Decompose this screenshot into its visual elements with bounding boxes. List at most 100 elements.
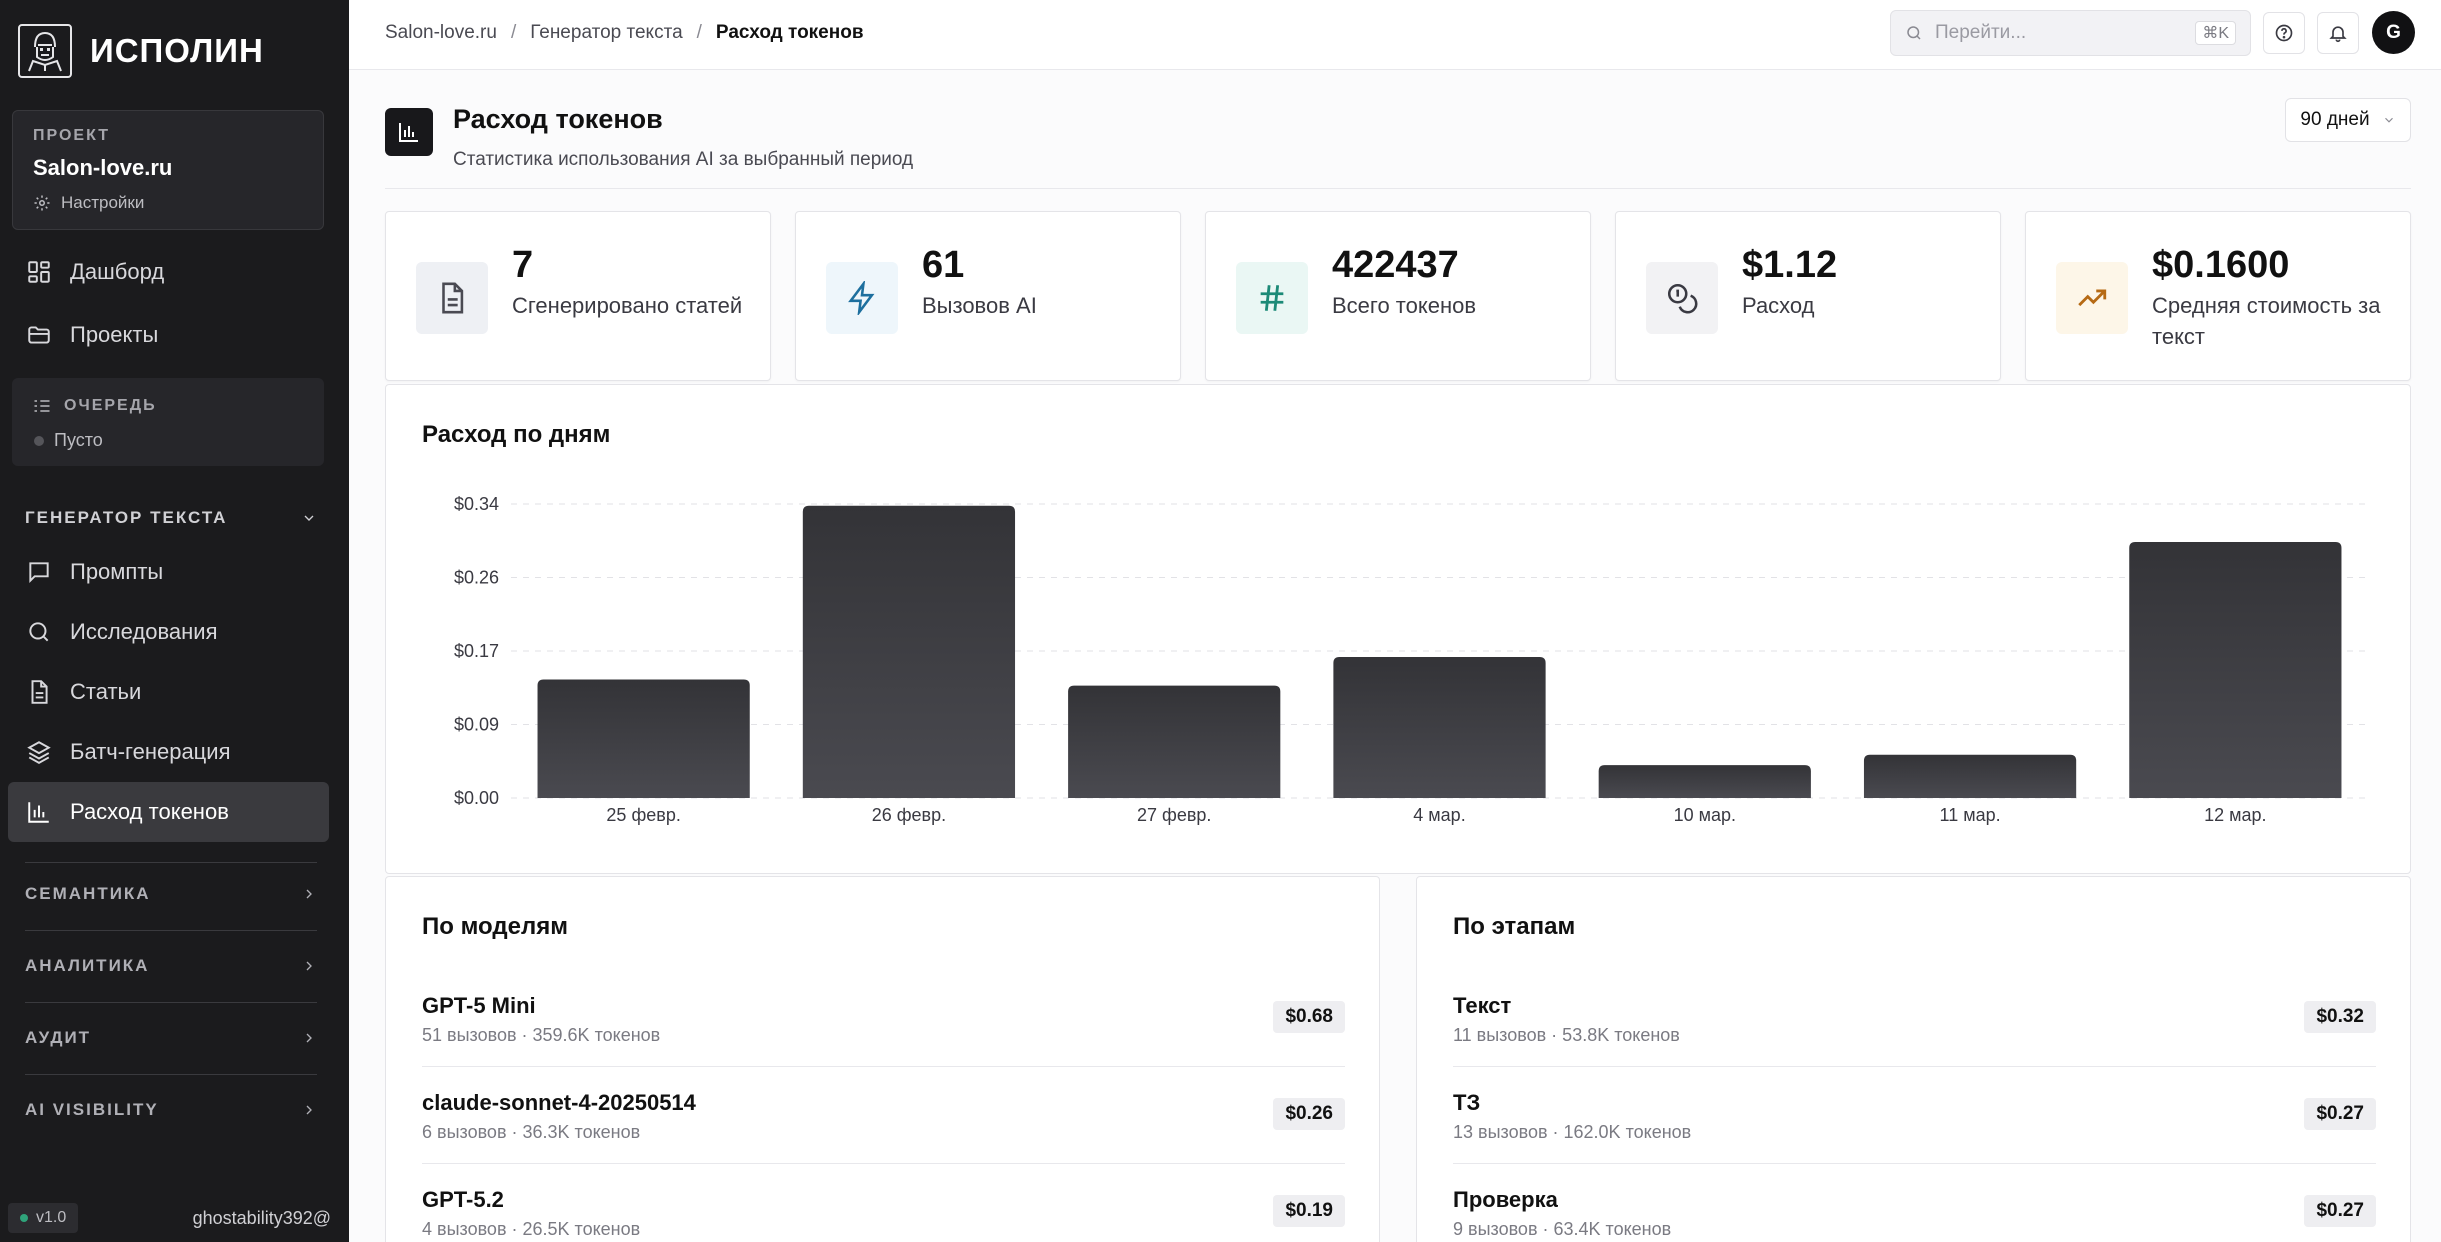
breadcrumb-current: Расход токенов	[715, 22, 864, 43]
by-models-card: По моделям GPT-5 Mini 51 вызовов · 359.6…	[385, 876, 1380, 1242]
folder-icon	[28, 326, 50, 344]
model-name: claude-sonnet-4-20250514	[422, 1090, 696, 1115]
stat-icon-box	[416, 262, 488, 334]
section-text-generator[interactable]: ГЕНЕРАТОР ТЕКСТА	[25, 508, 317, 528]
stat-value: 61	[922, 244, 965, 286]
chart-bar	[537, 679, 750, 798]
stat-value: 7	[512, 244, 534, 286]
chevron-right-icon	[306, 961, 312, 971]
document-icon	[442, 282, 464, 314]
chart-title: Расход по дням	[422, 421, 611, 448]
breadcrumb-separator: /	[510, 22, 517, 43]
sidebar-item-batch[interactable]: Батч-генерация	[8, 722, 329, 782]
by-stages-card: По этапам Текст 11 вызовов · 53.8K токен…	[1416, 876, 2411, 1242]
list-item[interactable]: GPT-5 Mini 51 вызовов · 359.6K токенов $…	[422, 971, 1345, 1067]
x-tick-label: 27 февр.	[1137, 805, 1211, 825]
daily-spend-chart: $0.00 $0.09 $0.17 $0.26 $0.34 25 февр. 26 февр…	[454, 494, 2368, 825]
stat-label: Средняя стоимость за текст	[2152, 293, 2381, 349]
x-tick-label: 25 февр.	[606, 805, 680, 825]
sidebar-item-prompts[interactable]: Промпты	[8, 542, 329, 602]
list-item[interactable]: Проверка 9 вызовов · 63.4K токенов $0.27	[1453, 1165, 2376, 1242]
chevron-down-icon	[304, 515, 314, 521]
help-button[interactable]	[2263, 12, 2305, 54]
sidebar-item-research[interactable]: Исследования	[8, 602, 329, 662]
y-tick-label: $0.00	[454, 788, 499, 808]
chart-bar	[1598, 765, 1811, 798]
queue-card[interactable]: ОЧЕРЕДЬ Пусто	[12, 378, 324, 466]
search-icon	[1907, 26, 1921, 40]
chevron-right-icon	[306, 1105, 312, 1115]
sidebar-item-dashboard[interactable]: Дашборд	[8, 242, 329, 302]
settings-label: Настройки	[61, 193, 145, 212]
project-settings-link[interactable]: Настройки	[33, 193, 303, 213]
stat-card-ai-calls: 61 Вызовов AI	[795, 211, 1181, 381]
sidebar-item-projects[interactable]: Проекты	[8, 305, 329, 365]
section-analytics[interactable]: АНАЛИТИКА	[25, 956, 317, 976]
sidebar-item-label: Промпты	[70, 559, 164, 584]
hash-icon	[1260, 285, 1284, 311]
period-select[interactable]: 90 дней	[2285, 98, 2411, 142]
chart-bar	[802, 505, 1016, 798]
search-input[interactable]: Перейти... ⌘K	[1890, 10, 2251, 56]
bar-chart-icon	[385, 108, 433, 156]
stat-icon-box	[826, 262, 898, 334]
cost-badge: $0.32	[2304, 1001, 2376, 1033]
gear-icon	[34, 195, 50, 211]
breadcrumb: Salon-love.ru / Генератор текста / Расхо…	[385, 22, 864, 44]
stage-name: Текст	[1453, 993, 1512, 1018]
chevron-right-icon	[306, 1033, 312, 1043]
user-email[interactable]: ghostability392@	[192, 1207, 331, 1228]
section-semantics[interactable]: СЕМАНТИКА	[25, 884, 317, 904]
stat-label: Сгенерировано статей	[512, 293, 743, 318]
brand[interactable]: ИСПОЛИН	[18, 24, 264, 78]
brand-name: ИСПОЛИН	[90, 32, 264, 69]
project-label: ПРОЕКТ	[33, 127, 111, 144]
help-icon	[2275, 24, 2293, 42]
coins-icon	[1667, 283, 1698, 314]
sidebar-item-token-usage[interactable]: Расход токенов	[8, 782, 329, 842]
document-icon	[31, 680, 48, 704]
divider	[25, 930, 317, 931]
divider	[25, 862, 317, 863]
chart-bar	[1068, 685, 1281, 798]
stat-card-spend: $1.12 Расход	[1615, 211, 2001, 381]
list-item[interactable]: Текст 11 вызовов · 53.8K токенов $0.32	[1453, 971, 2376, 1067]
divider	[385, 188, 2411, 189]
daily-spend-chart-card: Расход по дням $0.00 $0.09 $0.17 $0.26 $0.34…	[385, 384, 2411, 874]
page-header: Расход токенов Статистика использования …	[385, 100, 913, 171]
notifications-button[interactable]	[2317, 12, 2359, 54]
project-card[interactable]: ПРОЕКТ Salon-love.ru Настройки	[12, 110, 324, 230]
list-item[interactable]: GPT-5.2 4 вызовов · 26.5K токенов $0.19	[422, 1165, 1345, 1242]
avatar[interactable]: G	[2372, 11, 2415, 54]
stat-card-tokens: 422437 Всего токенов	[1205, 211, 1591, 381]
status-dot-icon	[34, 435, 44, 446]
cost-badge: $0.19	[1273, 1195, 1345, 1227]
brand-logo-icon	[18, 24, 72, 78]
divider	[25, 1002, 317, 1003]
sidebar-item-articles[interactable]: Статьи	[8, 662, 329, 722]
sidebar-item-label: Дашборд	[70, 259, 165, 284]
y-tick-label: $0.26	[454, 568, 499, 588]
search-shortcut: ⌘K	[2195, 21, 2236, 45]
list-item[interactable]: claude-sonnet-4-20250514 6 вызовов · 36.…	[422, 1068, 1345, 1164]
divider	[422, 1066, 1345, 1067]
project-name: Salon-love.ru	[33, 155, 173, 180]
list-item[interactable]: ТЗ 13 вызовов · 162.0K токенов $0.27	[1453, 1068, 2376, 1164]
section-audit[interactable]: АУДИТ	[25, 1028, 317, 1048]
stat-value: 422437	[1332, 244, 1459, 286]
divider	[422, 1163, 1345, 1164]
section-ai-visibility[interactable]: AI VISIBILITY	[25, 1100, 317, 1120]
stage-meta: 13 вызовов · 162.0K токенов	[1453, 1122, 1692, 1142]
bell-icon	[2329, 26, 2347, 43]
layers-icon	[27, 741, 51, 764]
stat-label: Всего токенов	[1332, 293, 1477, 318]
queue-title: ОЧЕРЕДЬ	[32, 396, 304, 416]
breadcrumb-text-generator[interactable]: Генератор текста	[530, 22, 683, 43]
sidebar: ИСПОЛИН ПРОЕКТ Salon-love.ru Настройки Д…	[0, 0, 349, 1242]
breadcrumb-project[interactable]: Salon-love.ru	[385, 22, 497, 43]
x-tick-label: 12 мар.	[2204, 805, 2266, 825]
sidebar-item-label: Исследования	[70, 619, 218, 644]
stat-value: $0.1600	[2152, 244, 2290, 286]
list-check-icon	[34, 400, 50, 412]
queue-status: Пусто	[32, 430, 304, 451]
